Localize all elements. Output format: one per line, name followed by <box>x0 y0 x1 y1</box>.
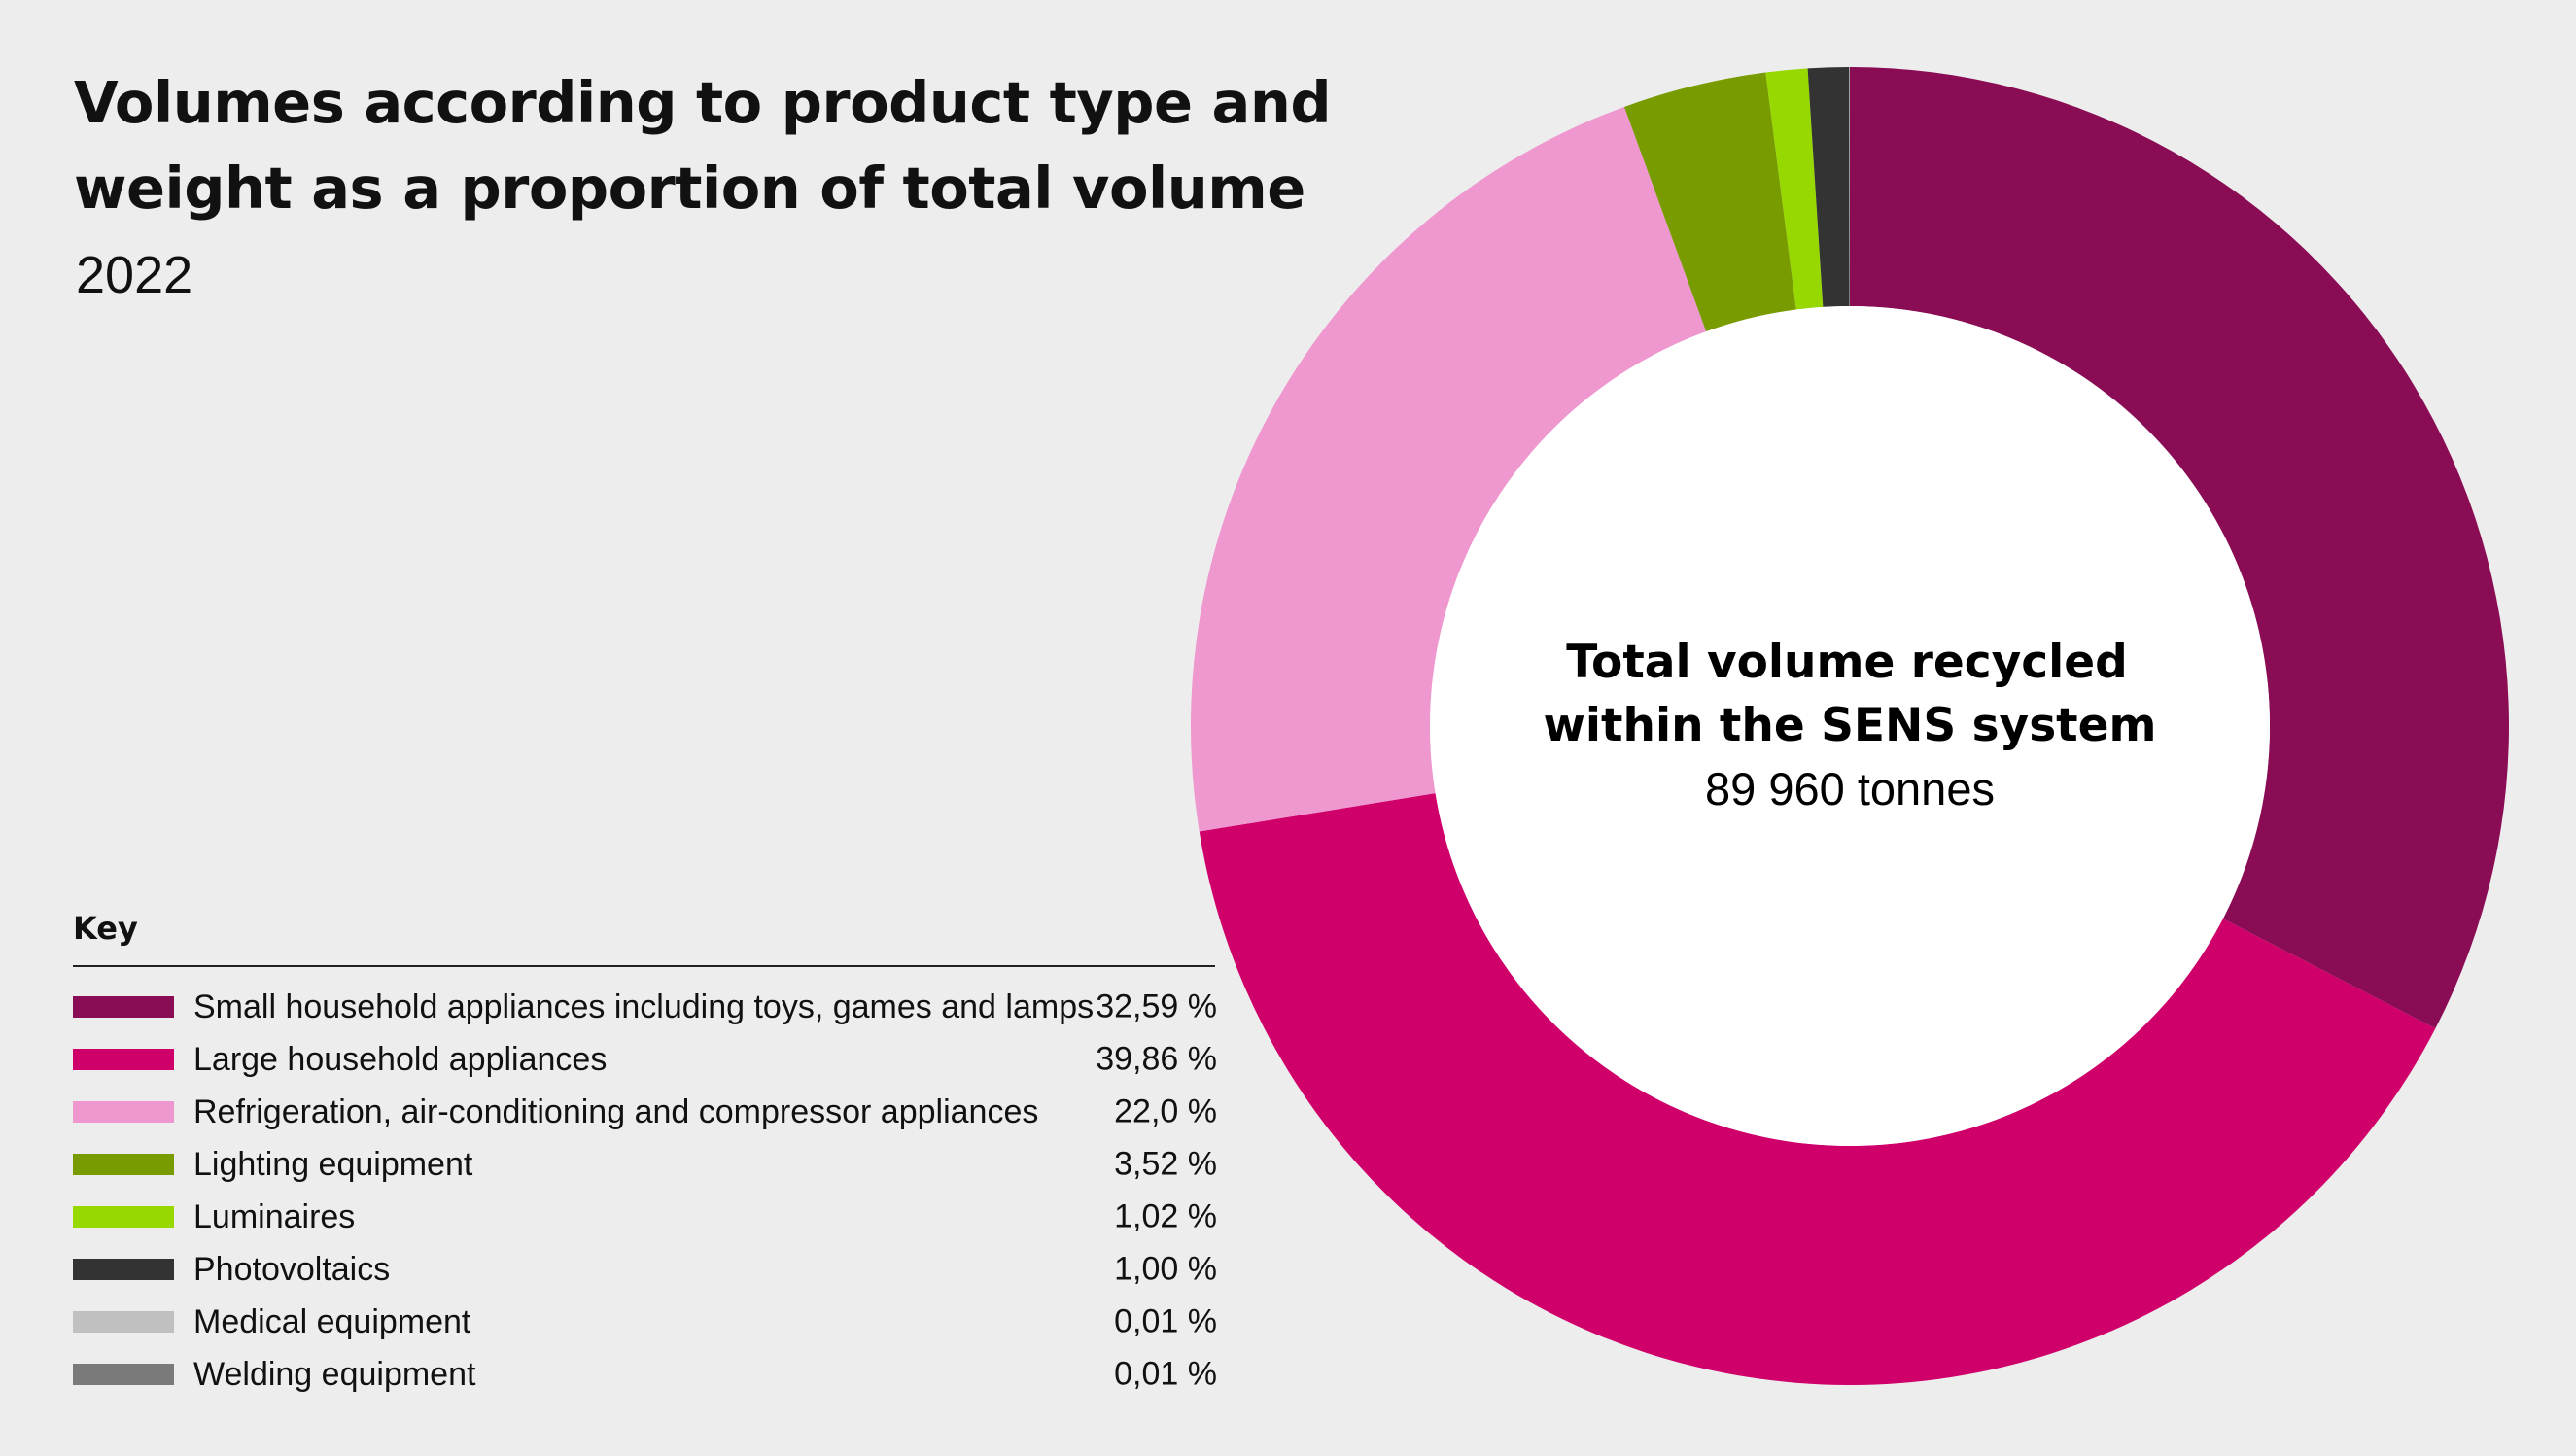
legend-swatch <box>73 1259 174 1280</box>
legend-item: Large household appliances 39,86 % <box>73 1033 1217 1086</box>
legend-swatch <box>73 996 174 1018</box>
center-title-line2: within the SENS system <box>1544 699 2157 752</box>
donut-slice-0 <box>1850 67 2509 1029</box>
donut-slices <box>1191 67 2509 1385</box>
center-title-line1: Total volume recycled <box>1566 636 2128 689</box>
legend-label: Small household appliances including toy… <box>193 988 1095 1025</box>
legend-heading: Key <box>73 909 1215 967</box>
legend-swatch <box>73 1154 174 1175</box>
legend-value: 3,52 % <box>1114 1145 1217 1183</box>
legend-item: Medical equipment 0,01 % <box>73 1296 1217 1348</box>
legend-swatch <box>73 1311 174 1333</box>
legend-label: Lighting equipment <box>193 1145 473 1183</box>
legend-value: 1,00 % <box>1114 1250 1217 1288</box>
donut-slice-3 <box>1623 72 1796 332</box>
donut-slice-6 <box>1849 67 1850 307</box>
legend-item: Lighting equipment 3,52 % <box>73 1138 1217 1191</box>
legend-value: 0,01 % <box>1114 1302 1217 1340</box>
chart-title: Volumes according to product type and we… <box>74 69 1332 222</box>
legend-label: Medical equipment <box>193 1302 471 1340</box>
legend-item: Luminaires 1,02 % <box>73 1191 1217 1243</box>
legend-value: 32,59 % <box>1096 988 1217 1025</box>
legend-item: Refrigeration, air-conditioning and comp… <box>73 1086 1217 1138</box>
donut-slice-1 <box>1199 793 2436 1385</box>
legend-item: Small household appliances including toy… <box>73 981 1217 1033</box>
legend-label: Refrigeration, air-conditioning and comp… <box>193 1092 1039 1130</box>
chart-subtitle: 2022 <box>76 246 193 304</box>
center-total-value: 89 960 tonnes <box>1705 763 1995 815</box>
donut-hole <box>1430 306 2270 1146</box>
legend-value: 0,01 % <box>1114 1355 1217 1393</box>
legend-label: Luminaires <box>193 1197 356 1235</box>
legend-swatch <box>73 1101 174 1123</box>
legend-value: 1,02 % <box>1114 1197 1217 1235</box>
legend-value: 22,0 % <box>1114 1092 1217 1130</box>
legend-label: Large household appliances <box>193 1040 608 1078</box>
legend-item: Photovoltaics 1,00 % <box>73 1243 1217 1296</box>
legend: Key Small household appliances including… <box>73 909 1217 1401</box>
legend-swatch <box>73 1364 174 1385</box>
legend-swatch <box>73 1049 174 1070</box>
legend-label: Photovoltaics <box>193 1250 391 1288</box>
legend-label: Welding equipment <box>193 1355 476 1393</box>
donut-slice-4 <box>1765 68 1824 310</box>
donut-slice-5 <box>1807 67 1850 307</box>
legend-item: Welding equipment 0,01 % <box>73 1348 1217 1401</box>
legend-swatch <box>73 1206 174 1228</box>
donut-slice-2 <box>1191 106 1707 832</box>
legend-list: Small household appliances including toy… <box>73 981 1217 1401</box>
legend-value: 39,86 % <box>1096 1040 1217 1078</box>
